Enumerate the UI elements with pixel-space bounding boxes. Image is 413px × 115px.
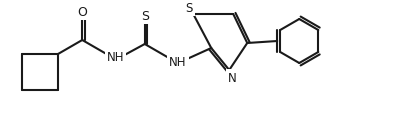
Text: O: O [77,6,87,19]
Text: NH: NH [169,55,187,68]
Text: S: S [141,10,149,23]
Text: NH: NH [107,51,124,64]
Text: S: S [185,3,193,15]
Text: N: N [228,71,237,84]
